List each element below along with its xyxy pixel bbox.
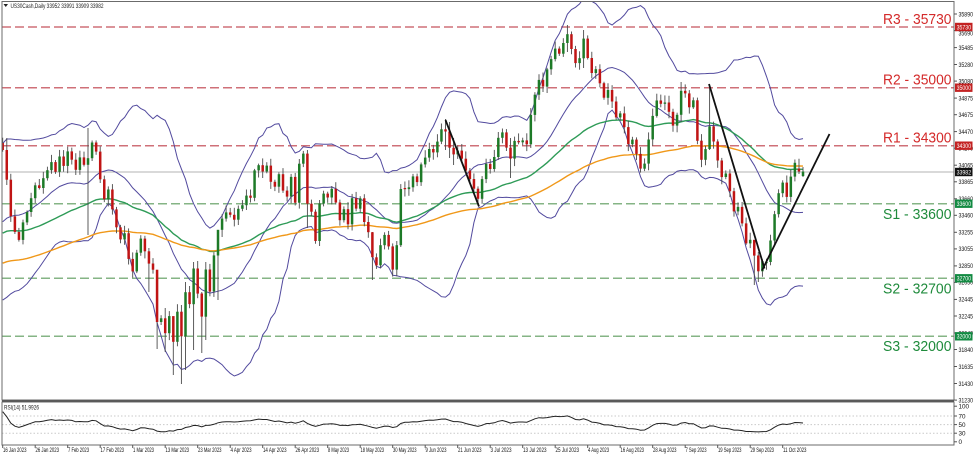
svg-text:26 Jan 2023: 26 Jan 2023 [36, 447, 60, 454]
svg-text:7 Feb 2023: 7 Feb 2023 [68, 447, 89, 454]
svg-text:3 Jul 2023: 3 Jul 2023 [491, 447, 512, 454]
svg-text:19 Sep 2023: 19 Sep 2023 [718, 447, 742, 454]
svg-text:28 Aug 2023: 28 Aug 2023 [653, 447, 677, 454]
svg-text:33460: 33460 [959, 213, 974, 220]
svg-text:31430: 31430 [959, 381, 974, 388]
svg-text:31635: 31635 [959, 364, 974, 371]
svg-text:US30Cash,Daily 33952 33991 33: US30Cash,Daily 33952 33991 33909 33982 [11, 4, 105, 10]
svg-text:35080: 35080 [959, 78, 974, 85]
svg-text:32850: 32850 [959, 263, 974, 270]
svg-text:34875: 34875 [959, 95, 974, 102]
svg-text:30: 30 [959, 431, 967, 438]
svg-text:34300: 34300 [957, 143, 972, 150]
svg-text:13 Mar 2023: 13 Mar 2023 [166, 447, 190, 454]
svg-text:25 Jul 2023: 25 Jul 2023 [556, 447, 580, 454]
svg-text:R3 - 35730: R3 - 35730 [883, 12, 952, 28]
svg-text:35280: 35280 [959, 62, 974, 69]
svg-text:32650: 32650 [959, 280, 974, 287]
svg-text:35485: 35485 [959, 45, 974, 52]
svg-text:16 Jan 2023: 16 Jan 2023 [3, 447, 27, 454]
svg-text:17 Feb 2023: 17 Feb 2023 [101, 447, 125, 454]
svg-text:R1 - 34300: R1 - 34300 [883, 131, 952, 147]
svg-text:16 Aug 2023: 16 Aug 2023 [621, 447, 645, 454]
svg-text:1 Mar 2023: 1 Mar 2023 [133, 447, 154, 454]
svg-text:35730: 35730 [957, 24, 972, 31]
svg-text:31230: 31230 [959, 397, 974, 404]
svg-text:32445: 32445 [959, 297, 974, 304]
svg-text:21 Jun 2023: 21 Jun 2023 [458, 447, 482, 454]
svg-text:11 Oct 2023: 11 Oct 2023 [783, 447, 807, 454]
svg-text:18 May 2023: 18 May 2023 [361, 447, 385, 454]
svg-text:4 Aug 2023: 4 Aug 2023 [588, 447, 609, 454]
svg-text:50: 50 [959, 422, 967, 429]
svg-text:34065: 34065 [959, 163, 974, 170]
svg-text:35690: 35690 [959, 31, 974, 38]
svg-text:33055: 33055 [959, 246, 974, 253]
svg-text:32700: 32700 [957, 276, 972, 283]
svg-text:35000: 35000 [957, 85, 972, 92]
svg-text:34675: 34675 [959, 112, 974, 119]
svg-text:32245: 32245 [959, 313, 974, 320]
svg-text:7 Sep 2023: 7 Sep 2023 [686, 447, 707, 454]
svg-text:8 May 2023: 8 May 2023 [328, 447, 349, 454]
svg-text:13 Jul 2023: 13 Jul 2023 [523, 447, 547, 454]
svg-text:30 May 2023: 30 May 2023 [393, 447, 417, 454]
svg-text:33600: 33600 [957, 201, 972, 208]
svg-text:26 Apr 2023: 26 Apr 2023 [296, 447, 320, 454]
svg-text:35890: 35890 [959, 11, 974, 18]
svg-text:R2 - 35000: R2 - 35000 [883, 73, 952, 89]
svg-text:33982: 33982 [957, 169, 972, 176]
svg-text:32000: 32000 [957, 334, 972, 341]
svg-text:31840: 31840 [959, 347, 974, 354]
svg-text:14 Apr 2023: 14 Apr 2023 [263, 447, 287, 454]
svg-text:33865: 33865 [959, 179, 974, 186]
svg-text:23 Mar 2023: 23 Mar 2023 [198, 447, 222, 454]
svg-text:34470: 34470 [959, 129, 974, 136]
svg-text:0: 0 [959, 439, 963, 446]
svg-text:S2 - 32700: S2 - 32700 [883, 282, 952, 298]
svg-text:4 Apr 2023: 4 Apr 2023 [231, 447, 252, 454]
svg-text:S1 - 33600: S1 - 33600 [883, 207, 952, 223]
svg-text:RSI(14) 51.9926: RSI(14) 51.9926 [4, 406, 40, 412]
svg-text:S3 - 32000: S3 - 32000 [883, 339, 952, 355]
svg-text:9 Jun 2023: 9 Jun 2023 [426, 447, 447, 454]
svg-text:70: 70 [959, 413, 967, 420]
svg-text:100: 100 [959, 404, 970, 411]
svg-text:33255: 33255 [959, 230, 974, 237]
svg-text:29 Sep 2023: 29 Sep 2023 [751, 447, 775, 454]
